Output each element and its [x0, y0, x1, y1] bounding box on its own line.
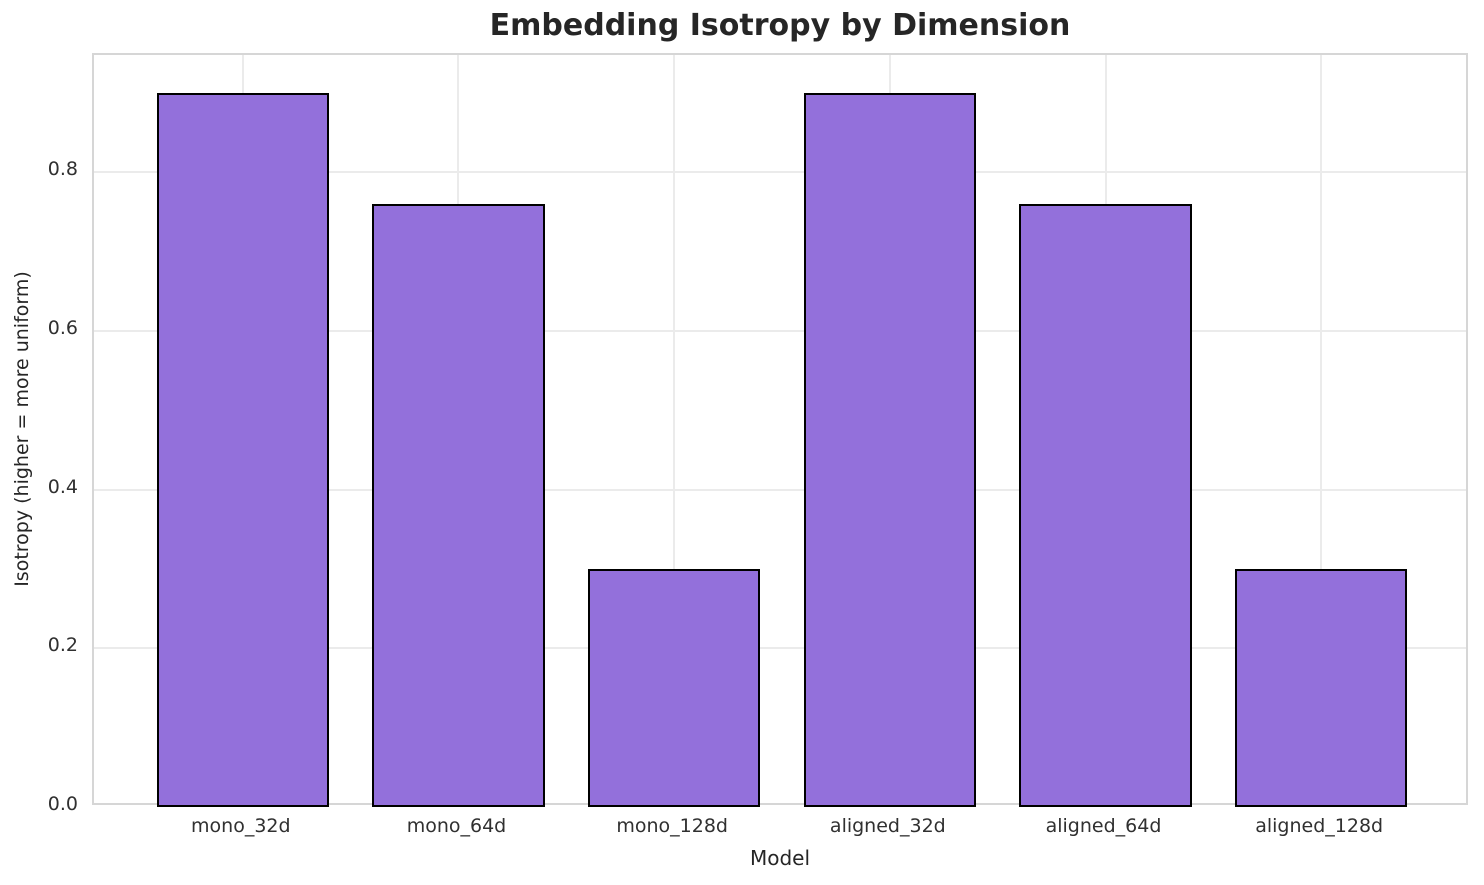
gridline-x-mono_128d	[673, 55, 676, 803]
xtick-label-mono_64d: mono_64d	[406, 815, 507, 837]
y-axis-label: Isotropy (higher = more uniform)	[11, 271, 33, 587]
bar-aligned_128d	[1234, 569, 1408, 807]
bar-mono_32d	[156, 93, 330, 807]
xtick-label-mono_32d: mono_32d	[191, 815, 291, 837]
bar-mono_64d	[372, 204, 545, 807]
gridline-y-0.8	[94, 171, 1466, 174]
gridline-x-aligned_128d	[1320, 55, 1323, 803]
bar-aligned_32d	[803, 93, 977, 807]
gridline-y-0.4	[94, 488, 1466, 491]
ytick-label-0.0: 0.0	[47, 793, 78, 815]
xtick-label-mono_128d: mono_128d	[616, 815, 728, 837]
x-axis-label: Model	[749, 846, 811, 870]
ytick-label-0.8: 0.8	[47, 158, 78, 181]
ytick-label-0.6: 0.6	[47, 317, 78, 340]
xtick-label-aligned_128d: aligned_128d	[1255, 815, 1384, 837]
plot-area	[92, 53, 1468, 807]
bar-mono_128d	[587, 569, 761, 807]
xtick-label-aligned_32d: aligned_32d	[829, 815, 946, 837]
xtick-label-aligned_64d: aligned_64d	[1045, 815, 1162, 837]
gridline-y-0.6	[94, 330, 1466, 333]
ytick-label-0.2: 0.2	[47, 634, 78, 657]
bar-aligned_64d	[1019, 204, 1192, 807]
gridline-y-0.2	[94, 647, 1466, 650]
ytick-label-0.4: 0.4	[47, 475, 78, 498]
chart-title: Embedding Isotropy by Dimension	[489, 8, 1071, 43]
